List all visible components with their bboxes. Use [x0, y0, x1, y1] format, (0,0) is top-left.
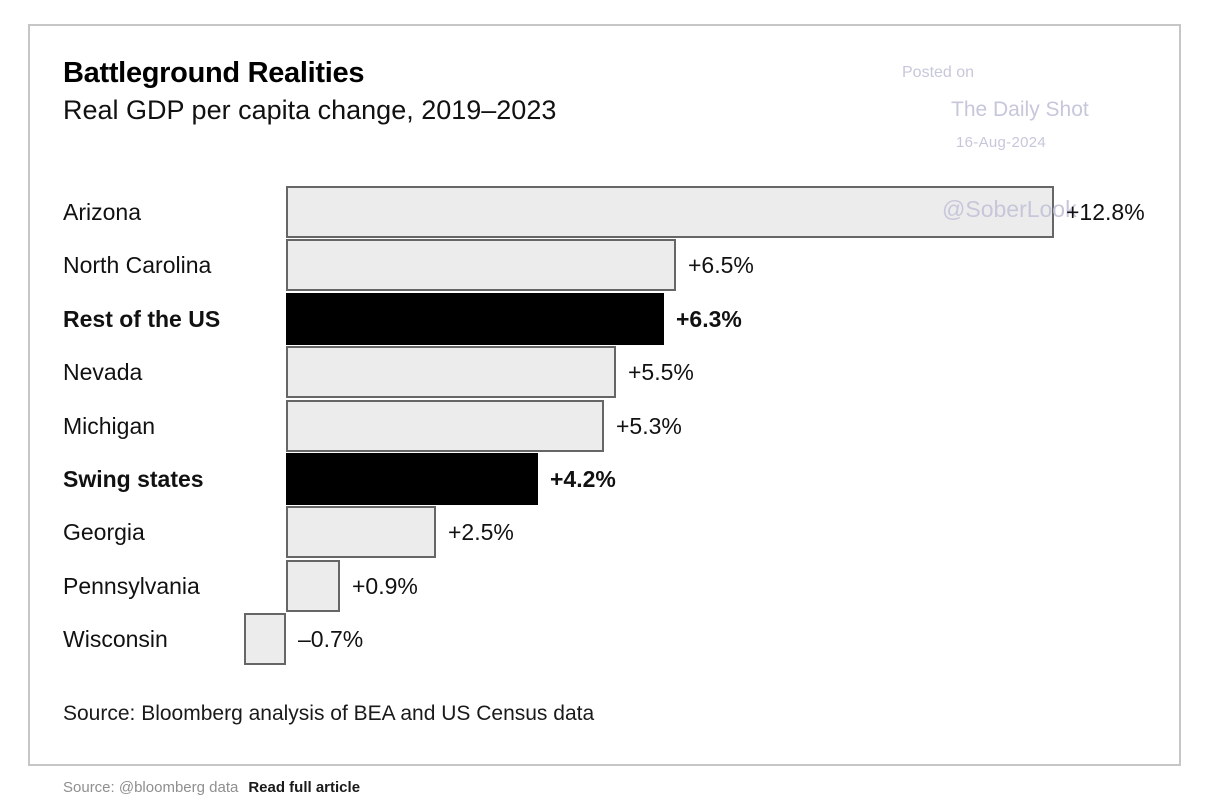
page-footer: Source: @bloomberg data Read full article [63, 779, 360, 796]
source-note: Source: Bloomberg analysis of BEA and US… [63, 702, 595, 725]
bar-label: Nevada [63, 358, 143, 385]
bar [286, 506, 436, 558]
value-label: +6.3% [676, 305, 742, 332]
footer-source-text: Source: @bloomberg data [63, 779, 239, 796]
value-label: +6.5% [688, 251, 754, 278]
bar-label: Pennsylvania [63, 572, 200, 599]
bar [286, 453, 538, 505]
bar-label: Georgia [63, 518, 145, 545]
chart-subtitle: Real GDP per capita change, 2019–2023 [63, 95, 557, 125]
watermark-posted-on: Posted on [902, 64, 975, 81]
bar [286, 239, 676, 291]
bar-label: Rest of the US [63, 305, 221, 332]
watermark-date: 16-Aug-2024 [956, 134, 1047, 151]
value-label: +2.5% [448, 518, 514, 545]
bar-label: North Carolina [63, 251, 212, 278]
bar [286, 346, 616, 398]
value-label: –0.7% [298, 625, 364, 652]
value-label: +12.8% [1066, 198, 1145, 225]
bar [244, 613, 286, 665]
bar [286, 186, 1054, 238]
bar-label: Swing states [63, 465, 204, 492]
watermark-site-name: The Daily Shot [951, 98, 1089, 121]
bar-label: Michigan [63, 412, 156, 439]
read-full-article-link[interactable]: Read full article [248, 779, 361, 796]
watermark-handle: @SoberLook [942, 196, 1077, 222]
bar [286, 293, 664, 345]
value-label: +4.2% [550, 465, 616, 492]
value-label: +0.9% [352, 572, 418, 599]
bar [286, 400, 604, 452]
chart-title: Battleground Realities [63, 57, 365, 89]
bar [286, 560, 340, 612]
value-label: +5.3% [616, 412, 682, 439]
bar-label: Wisconsin [63, 625, 168, 652]
value-label: +5.5% [628, 358, 694, 385]
bar-label: Arizona [63, 198, 141, 225]
